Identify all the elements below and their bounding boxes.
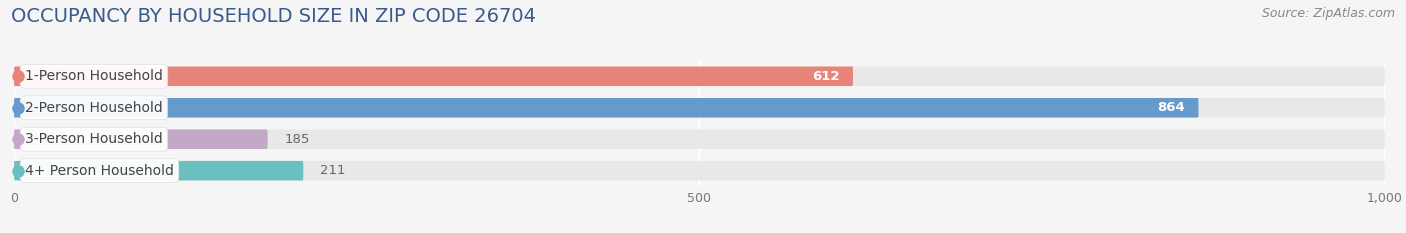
FancyBboxPatch shape	[14, 161, 1385, 180]
FancyBboxPatch shape	[14, 98, 1385, 117]
FancyBboxPatch shape	[14, 130, 267, 149]
Text: 185: 185	[284, 133, 309, 146]
Text: 3-Person Household: 3-Person Household	[25, 132, 163, 146]
Text: OCCUPANCY BY HOUSEHOLD SIZE IN ZIP CODE 26704: OCCUPANCY BY HOUSEHOLD SIZE IN ZIP CODE …	[11, 7, 536, 26]
FancyBboxPatch shape	[14, 130, 1385, 149]
FancyBboxPatch shape	[14, 98, 1198, 117]
Text: Source: ZipAtlas.com: Source: ZipAtlas.com	[1261, 7, 1395, 20]
FancyBboxPatch shape	[14, 67, 1385, 86]
Text: 612: 612	[811, 70, 839, 83]
Text: 4+ Person Household: 4+ Person Household	[25, 164, 174, 178]
FancyBboxPatch shape	[14, 67, 853, 86]
Text: 1-Person Household: 1-Person Household	[25, 69, 163, 83]
Text: 864: 864	[1157, 101, 1185, 114]
Text: 211: 211	[319, 164, 346, 177]
FancyBboxPatch shape	[14, 161, 304, 180]
Text: 2-Person Household: 2-Person Household	[25, 101, 163, 115]
